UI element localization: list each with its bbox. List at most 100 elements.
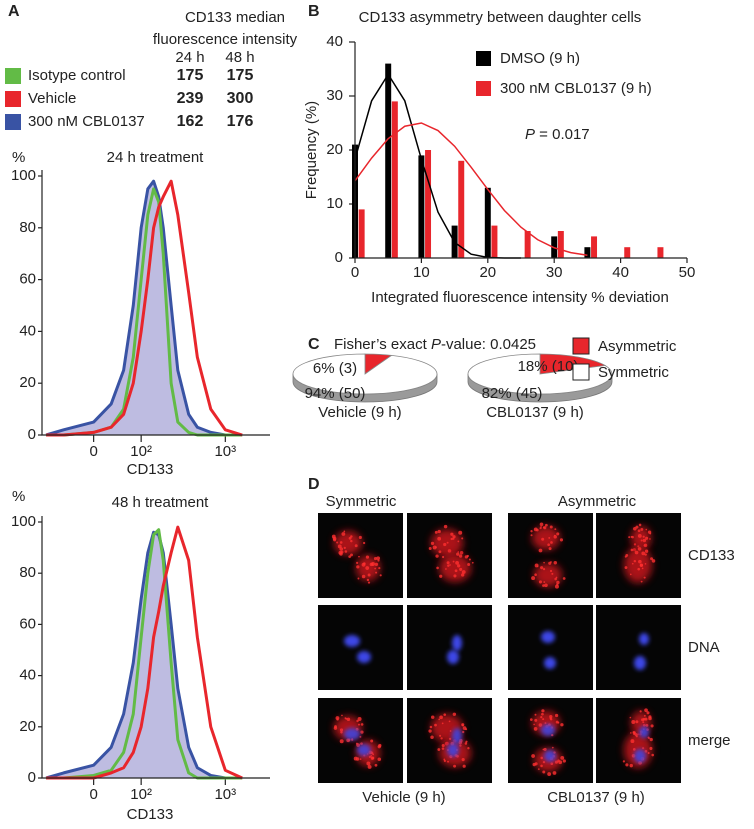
speckle	[371, 756, 375, 760]
speckle	[465, 728, 468, 731]
speckle	[543, 526, 547, 530]
axes	[354, 42, 687, 259]
speckle	[562, 577, 566, 580]
speckle	[374, 567, 377, 570]
speckle	[649, 538, 651, 540]
speckle	[461, 537, 464, 540]
panel-label: C	[308, 336, 320, 353]
speckle	[529, 718, 533, 721]
speckle	[453, 574, 457, 578]
speckle	[373, 557, 378, 561]
speckle	[459, 551, 464, 555]
speckle	[356, 719, 359, 723]
speckle	[638, 559, 642, 564]
speckle	[344, 550, 348, 553]
legend-swatch	[476, 81, 491, 96]
speckle	[542, 718, 545, 721]
pie-title: Fisher’s exact P-value: 0.0425	[334, 336, 536, 353]
speckle	[452, 560, 455, 563]
title-part: -value: 0.0425	[441, 336, 536, 353]
mfi-value: 239	[177, 90, 204, 107]
cd133-stain	[334, 531, 362, 555]
x-tick-label: 10³	[214, 786, 236, 803]
value-label: 6% (3)	[313, 360, 357, 377]
bar	[624, 247, 631, 258]
speckle	[443, 713, 447, 716]
speckle	[641, 551, 646, 556]
speckle	[629, 763, 633, 768]
speckle	[378, 567, 381, 570]
speckle	[457, 564, 461, 568]
speckle	[632, 747, 636, 751]
speckle	[540, 716, 543, 719]
speckle	[554, 577, 557, 581]
axes	[41, 516, 270, 779]
legend-swatch	[5, 68, 21, 84]
speckle	[467, 747, 470, 750]
speckle	[637, 567, 641, 571]
micrograph	[407, 698, 492, 783]
speckle	[434, 530, 438, 534]
panel-label: D	[308, 476, 320, 493]
y-tick-label: 30	[326, 87, 343, 104]
title-part: P	[431, 336, 441, 353]
speckle	[630, 732, 632, 734]
y-tick-label: 40	[326, 33, 343, 50]
x-axis-label: Integrated fluorescence intensity % devi…	[371, 289, 669, 306]
speckle	[640, 580, 643, 583]
axes	[41, 170, 270, 436]
speckle	[554, 760, 559, 764]
speckle	[643, 714, 646, 717]
speckle	[358, 535, 362, 540]
bar	[458, 160, 465, 258]
speckle	[642, 538, 647, 543]
speckle	[560, 723, 564, 727]
speckle	[648, 737, 650, 740]
row-label: DNA	[688, 639, 720, 656]
speckle	[629, 573, 632, 576]
speckle	[365, 555, 370, 559]
speckle	[554, 584, 559, 589]
speckle	[548, 536, 551, 539]
speckle	[443, 542, 447, 547]
image-frame	[318, 513, 403, 598]
speckle	[365, 566, 370, 570]
speckle	[553, 535, 557, 539]
value-label: 94% (50)	[305, 385, 366, 402]
legend-label: Symmetric	[598, 364, 669, 381]
speckle	[543, 561, 545, 564]
speckle	[544, 722, 547, 725]
speckle	[538, 548, 543, 553]
speckle	[377, 559, 380, 562]
speckle	[361, 574, 366, 579]
speckle	[337, 544, 342, 549]
speckle	[456, 754, 459, 758]
bar	[657, 247, 664, 258]
micrograph	[508, 605, 593, 690]
speckle	[556, 580, 560, 585]
speckle	[441, 747, 445, 750]
speckle	[538, 723, 543, 727]
speckle	[452, 537, 455, 540]
speckle	[542, 770, 546, 774]
speckle	[542, 748, 545, 751]
micrograph	[407, 605, 492, 690]
image-frame	[318, 605, 403, 690]
speckle	[353, 756, 358, 761]
x-tick-label: 0	[89, 786, 97, 803]
speckle	[368, 755, 372, 758]
speckle	[642, 717, 646, 721]
dna-stain	[634, 749, 646, 763]
speckle	[443, 758, 446, 761]
speckle	[541, 709, 545, 713]
micrograph	[596, 698, 681, 783]
speckle	[439, 715, 443, 720]
micrograph	[596, 513, 681, 598]
speckle	[437, 748, 441, 751]
speckle	[366, 761, 371, 766]
image-frame	[318, 698, 403, 783]
speckle	[647, 752, 650, 755]
speckle	[457, 551, 460, 553]
speckle	[644, 563, 647, 565]
